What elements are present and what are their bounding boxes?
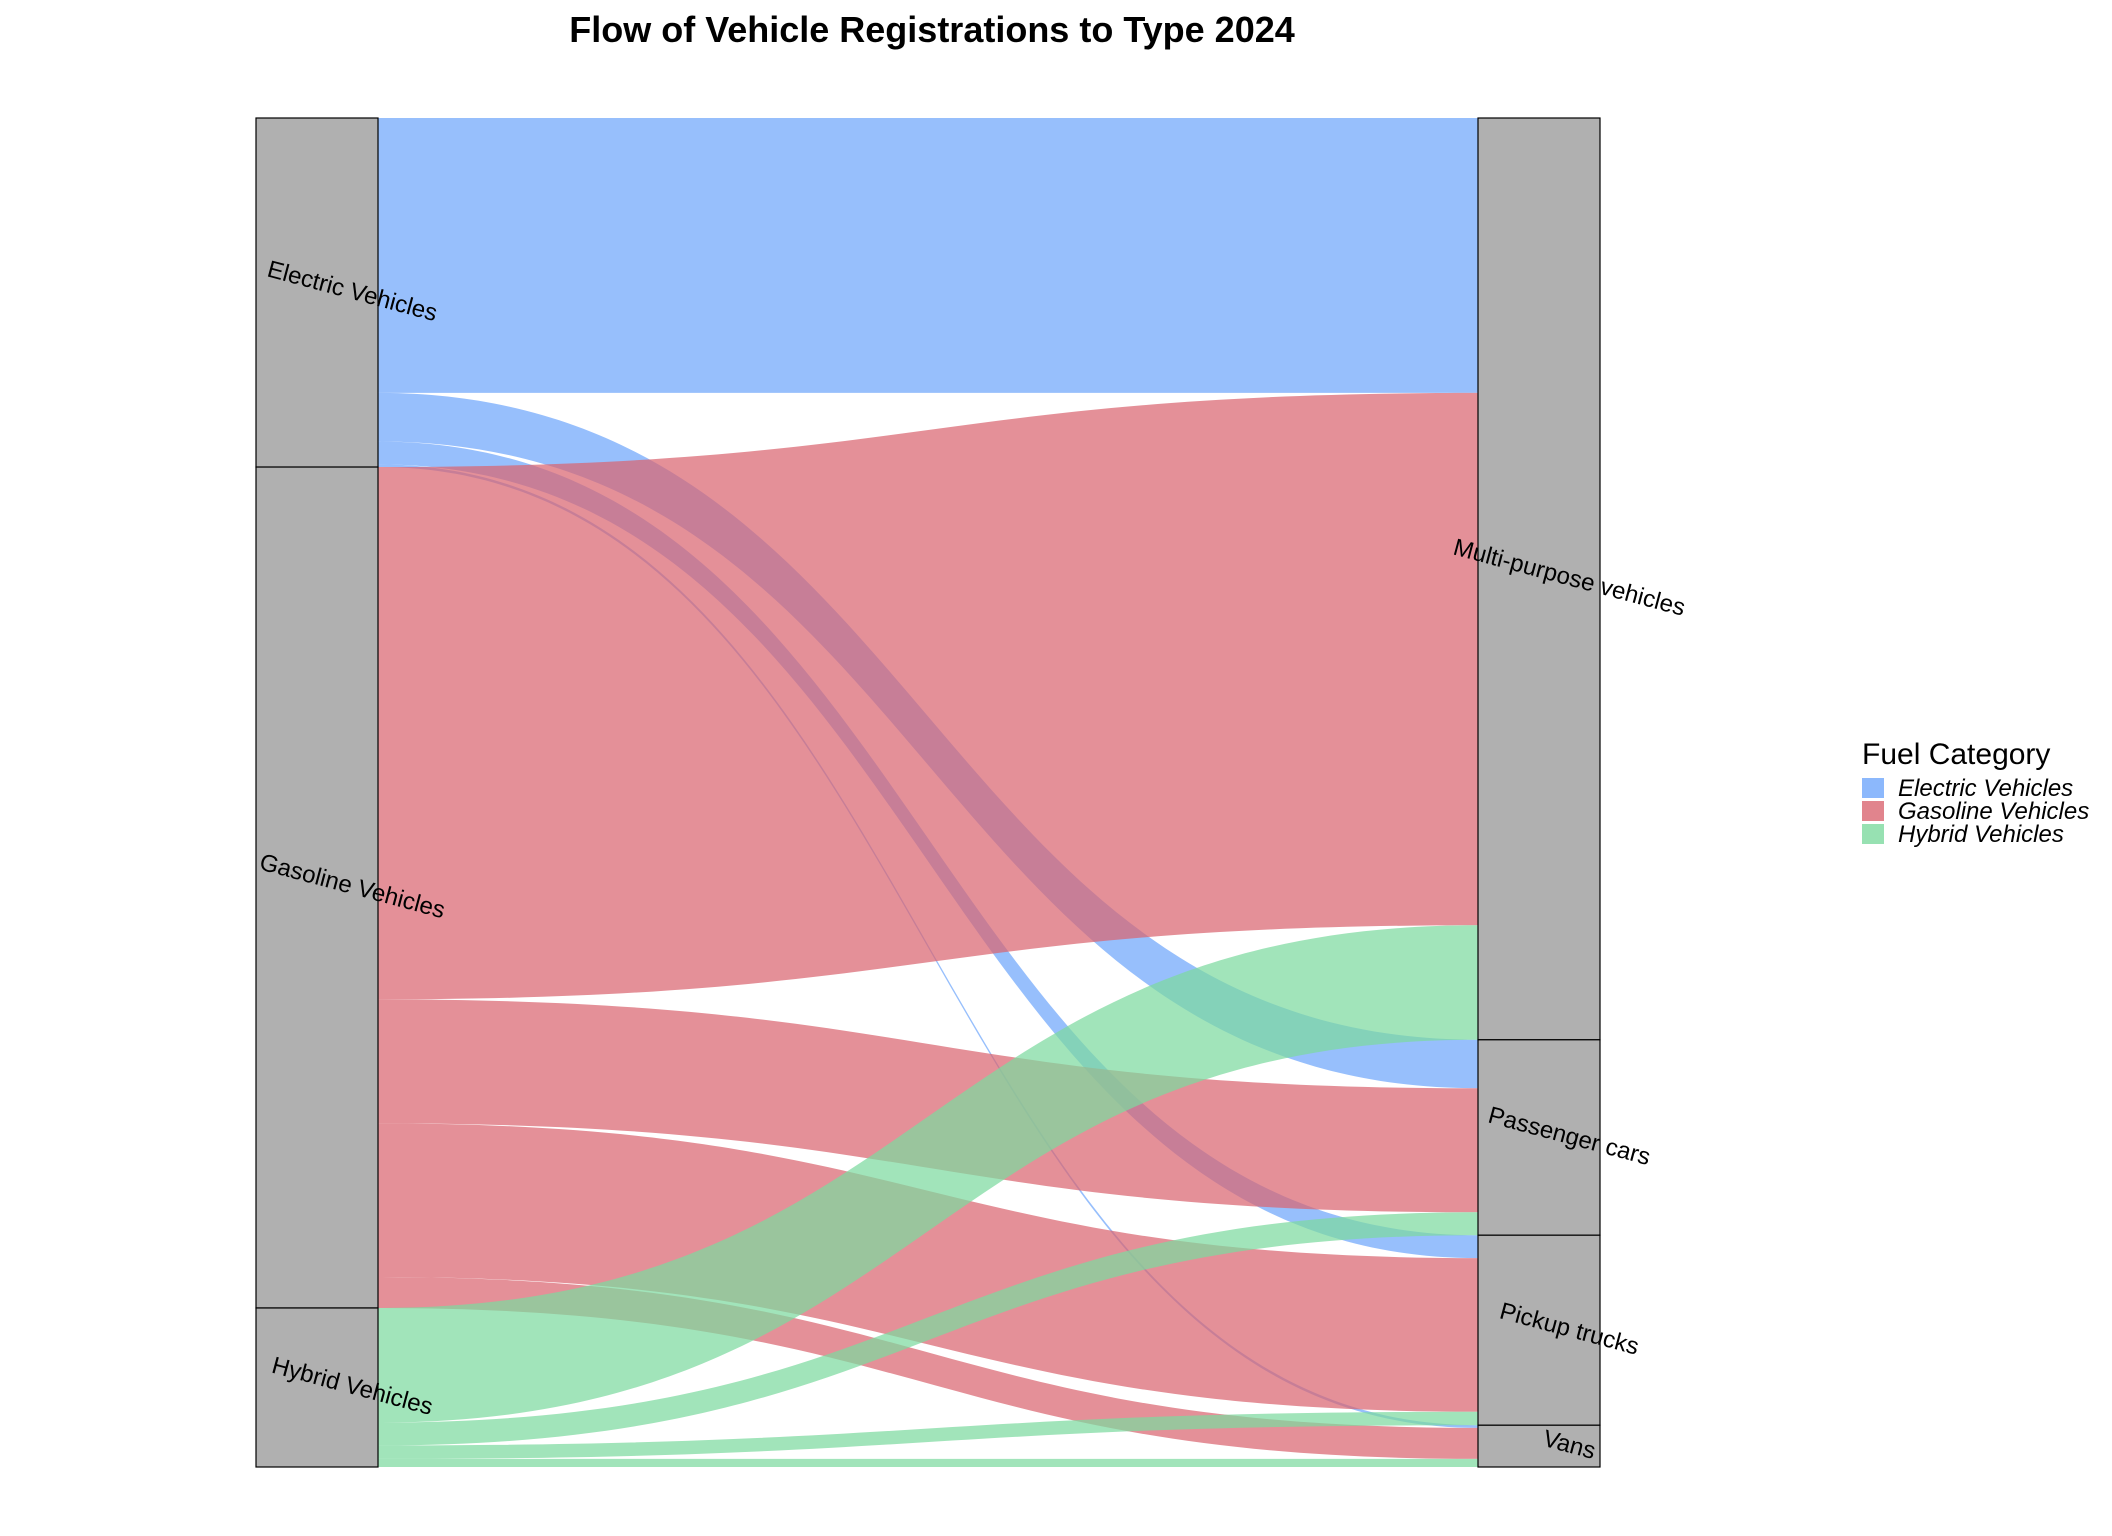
legend: Fuel Category Electric VehiclesGasoline … — [1862, 738, 2089, 848]
legend-swatch-hybrid-vehicles — [1862, 824, 1884, 844]
node-pickup-trucks — [1477, 1234, 1601, 1426]
node-passenger-cars — [1477, 1039, 1601, 1236]
flow-hybrid-vehicles-to-multi-purpose-vehicles — [378, 925, 1478, 1423]
category-nodes — [255, 117, 1601, 1468]
chart-title: Flow of Vehicle Registrations to Type 20… — [569, 9, 1295, 50]
flow-gasoline-vehicles-to-passenger-cars — [378, 999, 1478, 1213]
legend-label-electric-vehicles: Electric Vehicles — [1898, 775, 2073, 802]
legend-label-gasoline-vehicles: Gasoline Vehicles — [1898, 798, 2089, 825]
flow-gasoline-vehicles-to-pickup-trucks — [378, 1123, 1478, 1412]
flow-electric-vehicles-to-multi-purpose-vehicles — [378, 118, 1478, 393]
flow-hybrid-vehicles-to-vans — [378, 1458, 1478, 1467]
node-multi-purpose-vehicles — [1477, 117, 1601, 1041]
flow-gasoline-vehicles-to-multi-purpose-vehicles — [378, 392, 1478, 1000]
node-hybrid-vehicles — [255, 1307, 379, 1468]
legend-swatch-gasoline-vehicles — [1862, 801, 1884, 821]
node-vans — [1477, 1424, 1601, 1468]
legend-label-hybrid-vehicles: Hybrid Vehicles — [1898, 821, 2064, 848]
flow-links — [378, 118, 1478, 1467]
node-electric-vehicles — [255, 117, 379, 468]
flow-hybrid-vehicles-to-passenger-cars — [378, 1212, 1478, 1446]
flow-hybrid-vehicles-to-pickup-trucks — [378, 1411, 1478, 1459]
legend-swatch-electric-vehicles — [1862, 778, 1884, 798]
legend-title: Fuel Category — [1862, 738, 2050, 771]
node-gasoline-vehicles — [255, 466, 379, 1309]
